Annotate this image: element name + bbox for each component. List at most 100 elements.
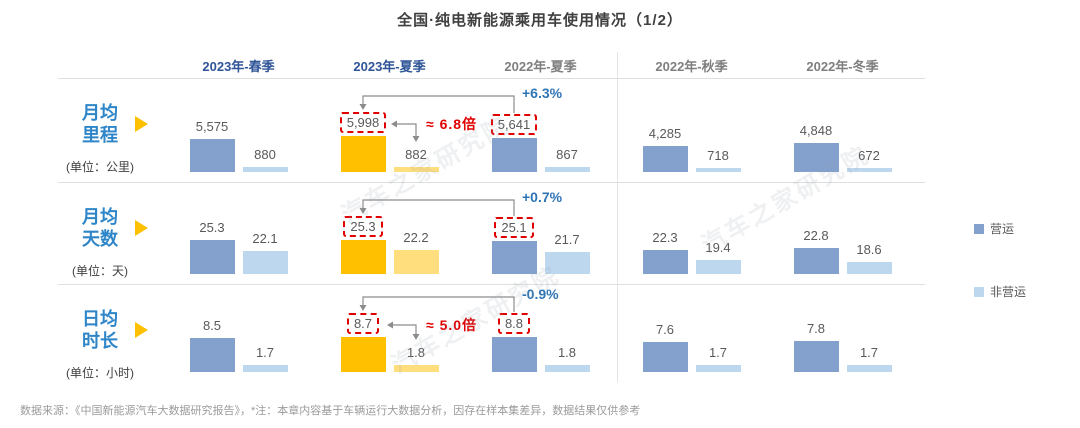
boxed-value: 8.7: [325, 313, 401, 334]
bar-value: 880: [254, 147, 276, 162]
metric-row: 日均 时长 (单位：小时) 8.5 1.7 8.7 1.8 8.8 1.8 7.6 1.7 7.8 1.…: [0, 284, 1080, 388]
bar-non-operating: [544, 365, 590, 372]
bar-operating: [642, 342, 688, 372]
bar-non-operating: [846, 168, 892, 172]
bar-value: 1.7: [859, 345, 879, 360]
bar-value: 1.8: [406, 345, 426, 360]
row-divider-1: [58, 182, 925, 183]
boxed-value-text: 25.1: [494, 217, 534, 238]
metric-row: 月均 里程 (单位：公里) 5,575 880 5,998 882 5,641 867 4,285…: [0, 78, 1080, 182]
bar-value: 5,575: [195, 119, 229, 134]
bar-non-operating: [393, 250, 439, 274]
column-header: 2023年-春季: [202, 59, 275, 74]
bar-non-operating: [242, 251, 288, 274]
bar-non-operating: [393, 365, 439, 372]
metric-label: 月均: [82, 103, 118, 123]
bar-operating: [642, 146, 688, 172]
bar-value: 19.4: [705, 240, 731, 255]
source-note: 数据来源：《中国新能源汽车大数据研究报告》，*注：本章内容基于车辆运行大数据分析…: [20, 405, 641, 417]
legend-label: 非营运: [990, 285, 1027, 299]
yoy-note: +6.3%: [522, 85, 563, 101]
column-header: 2022年-冬季: [806, 59, 879, 74]
bar-non-operating: [695, 260, 741, 274]
metric-unit: (单位：公里): [66, 160, 134, 174]
bar-non-operating: [695, 168, 741, 172]
boxed-value: 8.8: [476, 313, 552, 334]
column-header: 2022年-秋季: [655, 59, 728, 74]
bar-value: 22.3: [652, 230, 678, 245]
bar-non-operating: [242, 167, 288, 172]
bar-non-operating: [846, 262, 892, 274]
metric-arrow-icon: [135, 322, 148, 338]
bar-value: 882: [405, 147, 427, 162]
bar-operating: [189, 240, 235, 274]
header-divider: [58, 78, 925, 79]
bar-operating: [189, 338, 235, 372]
bar-value: 1.7: [255, 345, 275, 360]
metric-label: 里程: [82, 125, 118, 145]
bar-non-operating: [846, 365, 892, 372]
boxed-value: 25.3: [325, 216, 401, 237]
boxed-value-text: 8.7: [346, 313, 380, 334]
bar-operating: [491, 241, 537, 274]
bar-value: 4,285: [648, 126, 682, 141]
bar-value: 22.8: [803, 228, 829, 243]
bar-operating: [793, 341, 839, 372]
bar-operating: [340, 337, 386, 372]
metric-unit: (单位：天): [72, 264, 128, 278]
column-separator: [617, 52, 618, 382]
bar-value: 21.7: [554, 232, 580, 247]
bar-value: 22.1: [252, 231, 278, 246]
bar-value: 718: [707, 148, 729, 163]
bar-value: 22.2: [403, 230, 429, 245]
bar-operating: [491, 337, 537, 372]
ratio-note: ≈ 5.0倍: [426, 317, 478, 333]
bar-operating: [642, 250, 688, 274]
legend-swatch: [974, 286, 984, 297]
legend-item: 营运: [974, 220, 1014, 237]
bar-operating: [340, 240, 386, 274]
metric-arrow-icon: [135, 220, 148, 236]
metric-label: 天数: [82, 229, 118, 249]
bar-operating: [340, 136, 386, 172]
metric-label: 时长: [82, 331, 118, 351]
bar-value: 7.8: [806, 321, 826, 336]
column-header: 2023年-夏季: [353, 59, 426, 74]
metric-arrow-icon: [135, 116, 148, 132]
boxed-value-text: 8.8: [497, 313, 531, 334]
ratio-note: ≈ 6.8倍: [426, 116, 478, 132]
bar-operating: [793, 248, 839, 274]
bar-value: 25.3: [199, 220, 225, 235]
metric-label: 日均: [82, 309, 118, 329]
bar-non-operating: [695, 365, 741, 372]
legend-label: 营运: [990, 222, 1015, 236]
bar-non-operating: [242, 365, 288, 372]
boxed-value: 25.1: [476, 217, 552, 238]
boxed-value-text: 5,641: [490, 114, 538, 135]
legend-swatch: [974, 223, 984, 234]
row-divider-2: [58, 284, 925, 285]
metric-label: 月均: [82, 207, 118, 227]
bar-value: 672: [858, 148, 880, 163]
bar-value: 4,848: [799, 123, 833, 138]
yoy-note: +0.7%: [522, 189, 563, 205]
bar-value: 1.8: [557, 345, 577, 360]
bar-value: 867: [556, 147, 578, 162]
yoy-note: -0.9%: [522, 286, 559, 302]
bar-non-operating: [544, 252, 590, 274]
bar-value: 18.6: [856, 242, 882, 257]
boxed-value-text: 25.3: [343, 216, 383, 237]
bar-non-operating: [544, 167, 590, 172]
bar-operating: [793, 143, 839, 172]
bar-value: 7.6: [655, 322, 675, 337]
bar-value: 1.7: [708, 345, 728, 360]
metric-unit: (单位：小时): [66, 366, 134, 380]
boxed-value: 5,641: [476, 114, 552, 135]
legend-item: 非营运: [974, 283, 1026, 300]
bar-value: 8.5: [202, 318, 222, 333]
metric-row: 月均 天数 (单位：天) 25.3 22.1 25.3 22.2 25.1 21.7 22.3 19…: [0, 182, 1080, 286]
boxed-value-text: 5,998: [339, 112, 387, 133]
page-title: 全国·纯电新能源乘用车使用情况（1/2）: [397, 12, 683, 29]
bar-non-operating: [393, 167, 439, 172]
